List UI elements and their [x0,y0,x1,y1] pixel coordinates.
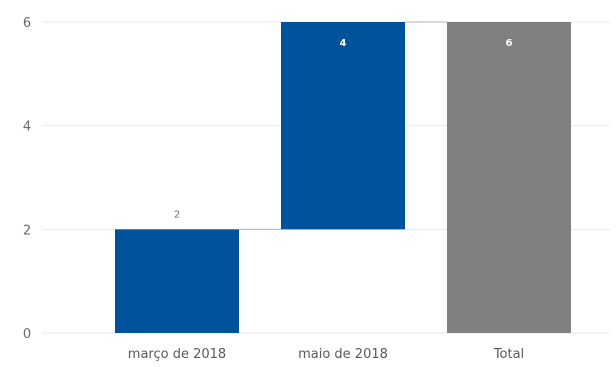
x-tick-label: Total [493,347,524,362]
x-tick-label: março de 2018 [128,347,226,362]
x-tick-label: maio de 2018 [298,347,388,362]
connector-layer [239,21,447,230]
y-axis: 0 2 4 6 [23,16,31,342]
y-tick-label: 4 [23,120,31,135]
data-label: 4 [340,38,347,49]
total-bar[interactable] [447,22,571,333]
y-tick-label: 0 [23,327,31,342]
increase-bar[interactable] [115,229,239,333]
data-label: 2 [174,209,180,220]
y-tick-label: 6 [23,16,31,31]
y-tick-label: 2 [23,223,31,238]
data-label-layer: 2 4 6 [174,38,513,220]
increase-bar[interactable] [281,22,405,230]
data-label: 6 [506,38,513,49]
x-axis: março de 2018 maio de 2018 Total [128,347,524,362]
bar-layer [115,22,571,333]
